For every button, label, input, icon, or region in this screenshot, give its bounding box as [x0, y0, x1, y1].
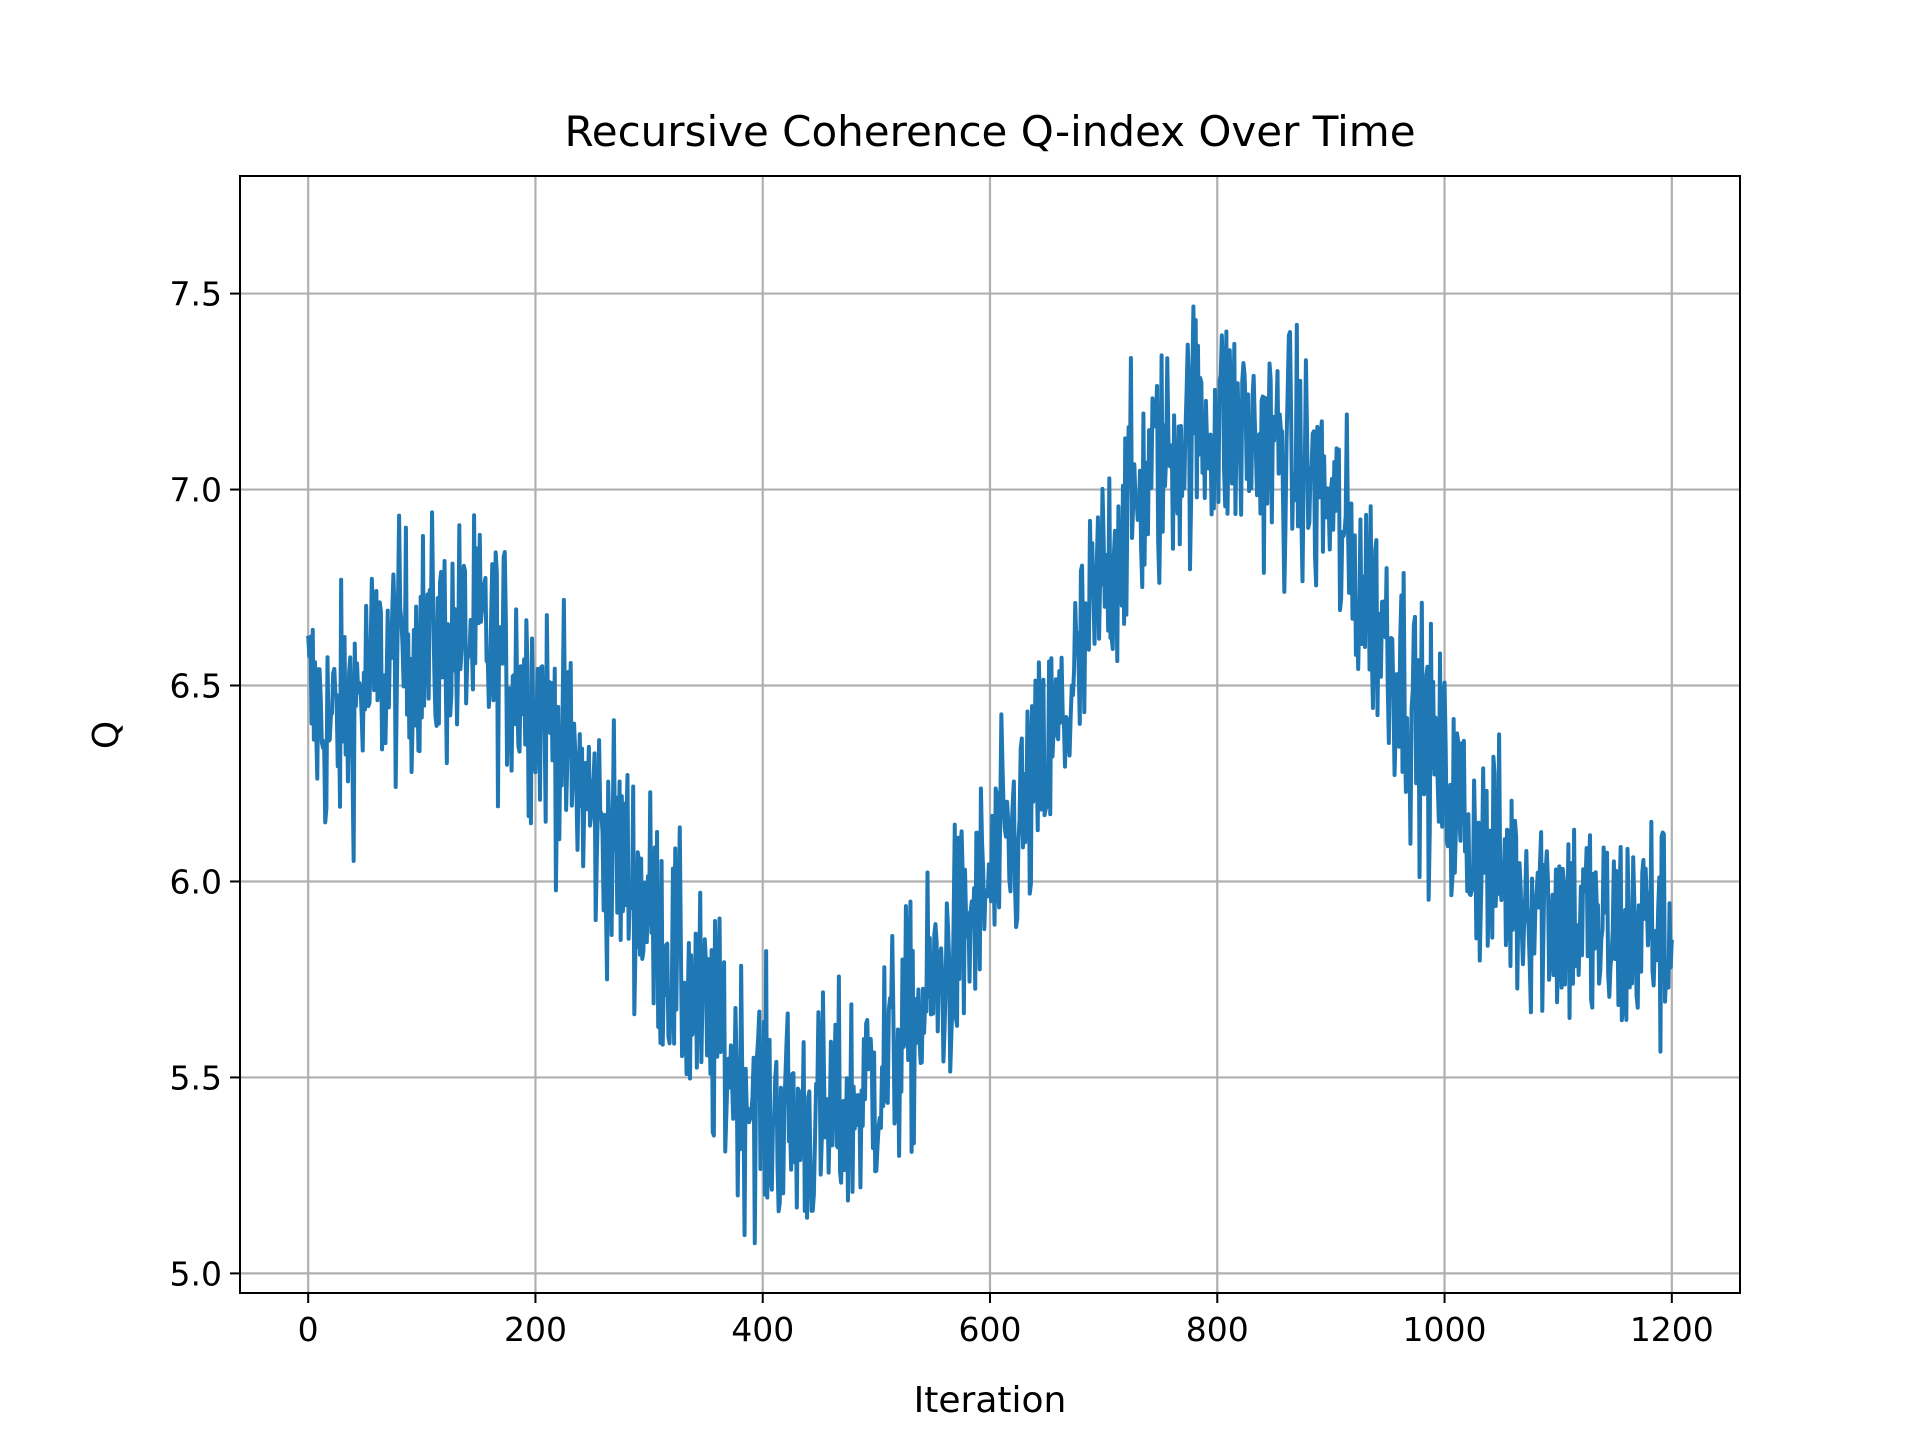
y-tick-label: 6.0	[170, 862, 222, 901]
x-tick-label: 0	[298, 1310, 319, 1349]
chart-title: Recursive Coherence Q-index Over Time	[564, 107, 1415, 156]
x-tick-label: 200	[504, 1310, 567, 1349]
x-tick-label: 1200	[1630, 1310, 1714, 1349]
x-tick-label: 600	[959, 1310, 1022, 1349]
y-axis-label: Q	[86, 721, 127, 749]
y-tick-label: 5.5	[170, 1058, 222, 1097]
series-layer	[306, 304, 1674, 1246]
axis-ticks: 0 200 400 600 800 1000 1200 5.0 5.5 6.0 6.5 7.0 7.5	[170, 275, 1714, 1349]
y-tick-label: 7.5	[170, 275, 222, 314]
x-tick-label: 1000	[1403, 1310, 1487, 1349]
plot-frame	[239, 175, 1741, 1294]
q-index-series-line	[306, 304, 1674, 1246]
y-tick-label: 5.0	[170, 1254, 222, 1293]
y-tick-label: 6.5	[170, 667, 222, 706]
x-tick-label: 800	[1186, 1310, 1249, 1349]
x-tick-label: 400	[731, 1310, 794, 1349]
x-axis-label: Iteration	[914, 1380, 1067, 1421]
y-tick-label: 7.0	[170, 471, 222, 510]
